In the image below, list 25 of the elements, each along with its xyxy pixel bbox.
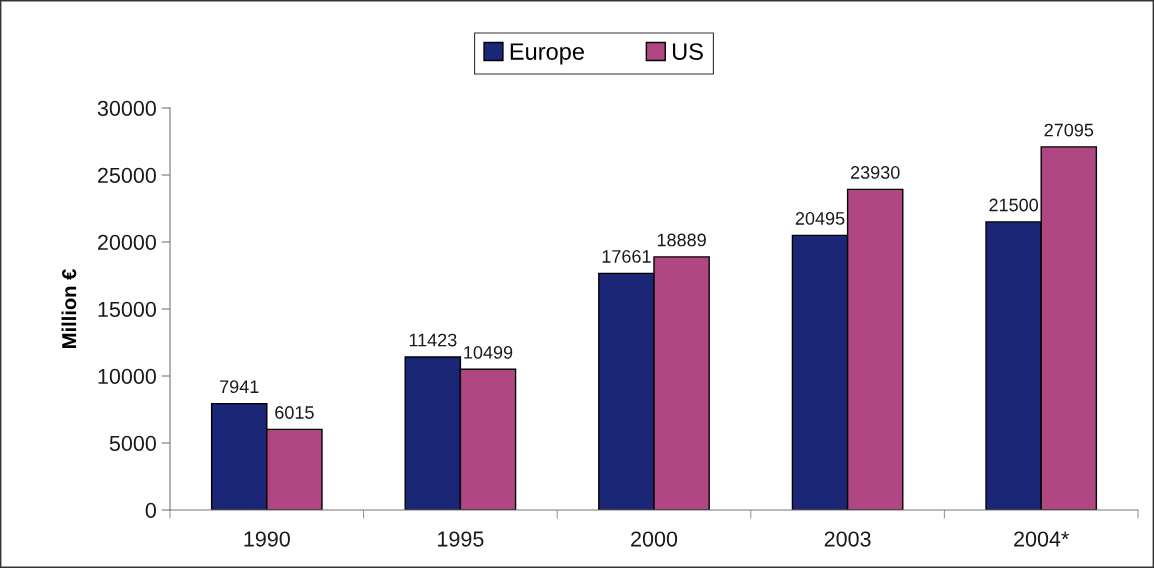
data-label: 11423: [409, 333, 457, 347]
x-tick-label: 2003: [824, 531, 871, 547]
y-tick-label: 20000: [98, 234, 156, 251]
data-label: 27095: [1044, 123, 1094, 137]
data-label: 10499: [464, 346, 513, 359]
legend-label: Europe: [510, 43, 584, 65]
data-label: 20495: [795, 212, 845, 225]
x-tick-label: 1990: [244, 531, 290, 547]
y-tick-label: 25000: [98, 167, 156, 184]
x-tick-label: 2004*: [1014, 531, 1069, 547]
x-tick-label: 1995: [438, 531, 484, 547]
data-label: 17661: [602, 250, 651, 263]
y-axis-title: Million €: [61, 269, 77, 348]
y-tick-label: 5000: [109, 435, 156, 452]
y-tick-label: 30000: [97, 100, 156, 117]
legend-label: US: [672, 43, 703, 60]
x-tick-label: 2000: [631, 531, 678, 547]
data-label: 21500: [989, 198, 1039, 212]
data-label: 6015: [275, 406, 314, 419]
data-label: 23930: [850, 166, 900, 179]
y-tick-label: 10000: [98, 368, 156, 385]
y-tick-label: 15000: [98, 301, 156, 318]
data-label: 18889: [657, 233, 706, 247]
data-label: 7941: [220, 380, 259, 394]
y-tick-label: 0: [145, 502, 156, 519]
